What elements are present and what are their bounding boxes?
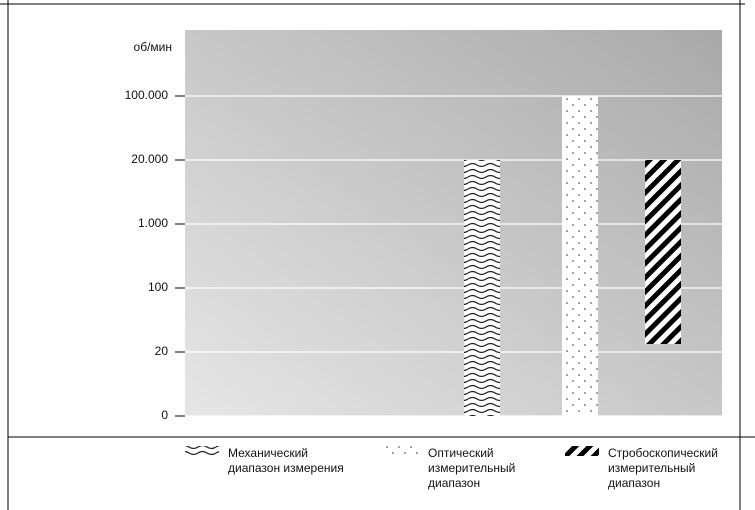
legend-label: Стробоскопический измерительный диапазон bbox=[608, 446, 718, 490]
legend-swatch bbox=[565, 446, 599, 456]
y-tick-label: 100.000 bbox=[125, 88, 169, 102]
range-bar bbox=[562, 96, 598, 416]
legend-swatch bbox=[385, 446, 419, 456]
y-tick-label: 0 bbox=[161, 408, 168, 422]
plot-area bbox=[185, 30, 722, 416]
y-tick-label: 20.000 bbox=[131, 152, 168, 166]
y-tick-label: 20 bbox=[155, 344, 169, 358]
legend-swatch bbox=[185, 446, 219, 456]
y-tick-label: 100 bbox=[148, 280, 168, 294]
y-tick-label: 1.000 bbox=[138, 216, 168, 230]
range-bar bbox=[464, 160, 500, 416]
y-axis-label: об/мин bbox=[134, 40, 172, 54]
legend-label: Механический диапазон измерения bbox=[228, 446, 344, 475]
legend-label: Оптический измерительный диапазон bbox=[428, 446, 516, 490]
range-bar bbox=[645, 160, 681, 344]
